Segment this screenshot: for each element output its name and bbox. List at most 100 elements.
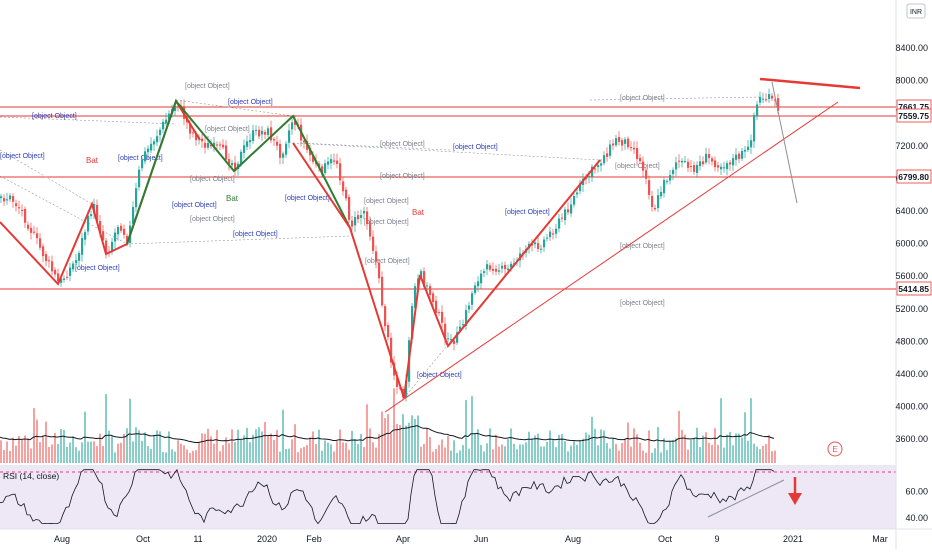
earnings-marker[interactable]: E: [827, 441, 843, 457]
candle-body: [669, 175, 672, 181]
candle-body: [708, 154, 711, 159]
ratio-guide-line: [0, 149, 93, 205]
volume-bar: [360, 433, 362, 463]
candle-body: [162, 121, 165, 130]
volume-bar: [276, 430, 278, 463]
volume-bar: [555, 447, 557, 463]
volume-bar: [18, 435, 20, 463]
volume-bar: [711, 444, 713, 463]
candle-body: [675, 162, 678, 170]
candle-body: [189, 123, 192, 134]
candle-body: [495, 268, 498, 272]
candle-body: [270, 127, 273, 141]
harmonic-annotation: [object Object]: [75, 265, 120, 272]
candle-body: [12, 196, 15, 202]
price-tick-label: 8000.00: [895, 76, 928, 86]
volume-bar: [738, 433, 740, 463]
volume-bar: [477, 429, 479, 463]
candle-body: [453, 340, 456, 345]
volume-bar: [0, 440, 2, 463]
volume-bar: [114, 452, 116, 463]
volume-bar: [87, 441, 89, 463]
volume-bar: [411, 415, 413, 463]
volume-bar: [42, 435, 44, 463]
currency-badge[interactable]: INR: [906, 3, 926, 19]
candle-body: [255, 129, 258, 131]
candle-body: [69, 267, 72, 276]
candle-body: [39, 238, 42, 248]
candle-body: [600, 163, 603, 166]
volume-bar: [255, 429, 257, 463]
rsi-series-line: [0, 468, 775, 525]
candle-body: [366, 211, 369, 225]
volume-bar: [648, 430, 650, 463]
harmonic-annotation: [object Object]: [380, 141, 425, 148]
volume-bar: [489, 428, 491, 463]
candle-body: [444, 323, 447, 340]
candle-body: [351, 220, 354, 227]
candle-body: [348, 196, 351, 220]
harmonic-annotation: [object Object]: [285, 195, 330, 202]
volume-bar: [591, 416, 593, 463]
candle-body: [699, 161, 702, 167]
candle-body: [210, 144, 213, 147]
volume-bar: [351, 430, 353, 463]
price-tick-label: 8400.00: [895, 43, 928, 53]
projection-line: [771, 81, 798, 204]
volume-bar: [66, 446, 68, 463]
volume-bar: [186, 449, 188, 463]
candle-body: [750, 140, 753, 148]
volume-bar: [204, 433, 206, 463]
candle-body: [222, 144, 225, 148]
volume-bar: [474, 433, 476, 463]
candle-body: [273, 139, 276, 141]
rsi-trendline: [707, 479, 785, 518]
candle-body: [507, 268, 510, 271]
volume-bar: [129, 398, 131, 463]
harmonic-annotation: [object Object]: [620, 300, 665, 307]
time-tick-label: 2020: [257, 534, 277, 544]
volume-bar: [438, 444, 440, 463]
candle-body: [534, 242, 537, 245]
volume-bar: [327, 442, 329, 463]
candle-body: [471, 293, 474, 305]
candle-body: [720, 166, 723, 170]
volume-bar: [69, 442, 71, 463]
candle-body: [126, 235, 129, 243]
time-tick-label: Aug: [565, 534, 581, 544]
volume-bar: [486, 443, 488, 463]
rsi-tick-label: 40.00: [905, 513, 928, 523]
volume-bar: [573, 441, 575, 463]
candle-body: [696, 164, 699, 173]
rsi-indicator-label[interactable]: RSI (14, close): [3, 471, 59, 481]
volume-bar: [429, 437, 431, 463]
volume-bar: [525, 442, 527, 463]
volume-bar: [234, 442, 236, 463]
volume-bar: [339, 429, 341, 463]
time-tick-label: 2021: [783, 534, 803, 544]
volume-bar: [588, 434, 590, 463]
volume-bar: [372, 442, 374, 463]
volume-bar: [405, 425, 407, 463]
candle-body: [753, 115, 756, 142]
volume-bar: [537, 433, 539, 463]
volume-bar: [357, 444, 359, 463]
resistance-trendline: [759, 77, 861, 90]
candle-body: [435, 300, 438, 314]
volume-bar: [270, 433, 272, 463]
candle-body: [372, 236, 375, 251]
price-tick-label: 5600.00: [895, 271, 928, 281]
time-axis[interactable]: Aug Oct 11 2020 Feb Apr Jun Aug Oct 9 2021 Mar: [54, 534, 888, 544]
candle-body: [72, 263, 75, 270]
volume-bar: [660, 452, 662, 463]
candle-body: [438, 312, 441, 314]
volume-bar: [3, 449, 5, 463]
volume-bar: [201, 433, 203, 463]
volume-bar: [324, 440, 326, 463]
candle-body: [342, 181, 345, 192]
candle-body: [597, 165, 600, 168]
volume-bar: [36, 419, 38, 463]
candle-body: [702, 161, 705, 165]
